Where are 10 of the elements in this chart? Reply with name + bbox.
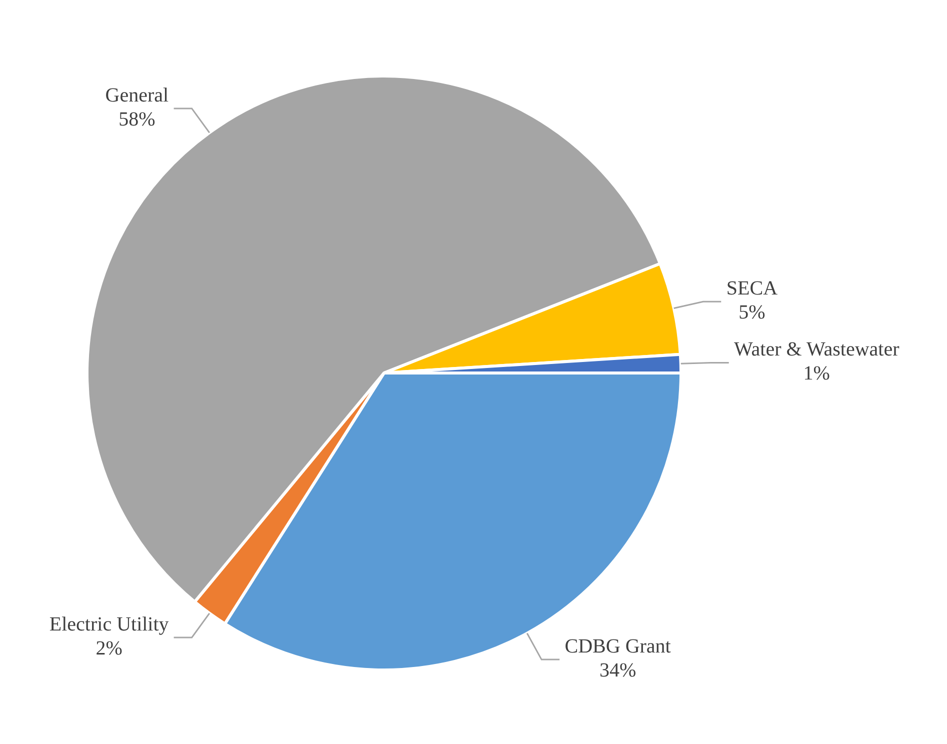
data-label: 5% [738,302,766,324]
data-label: 1% [803,362,830,385]
slice-label: Water & Wastewater [734,338,900,361]
data-label: 2% [96,638,122,660]
slice-label: SECA [726,278,778,300]
slice-label: General [105,84,170,106]
data-label: 34% [599,660,636,682]
slice-label: CDBG Grant [564,636,672,658]
slice-label: Electric Utility [49,614,169,636]
data-label: 58% [118,108,156,130]
